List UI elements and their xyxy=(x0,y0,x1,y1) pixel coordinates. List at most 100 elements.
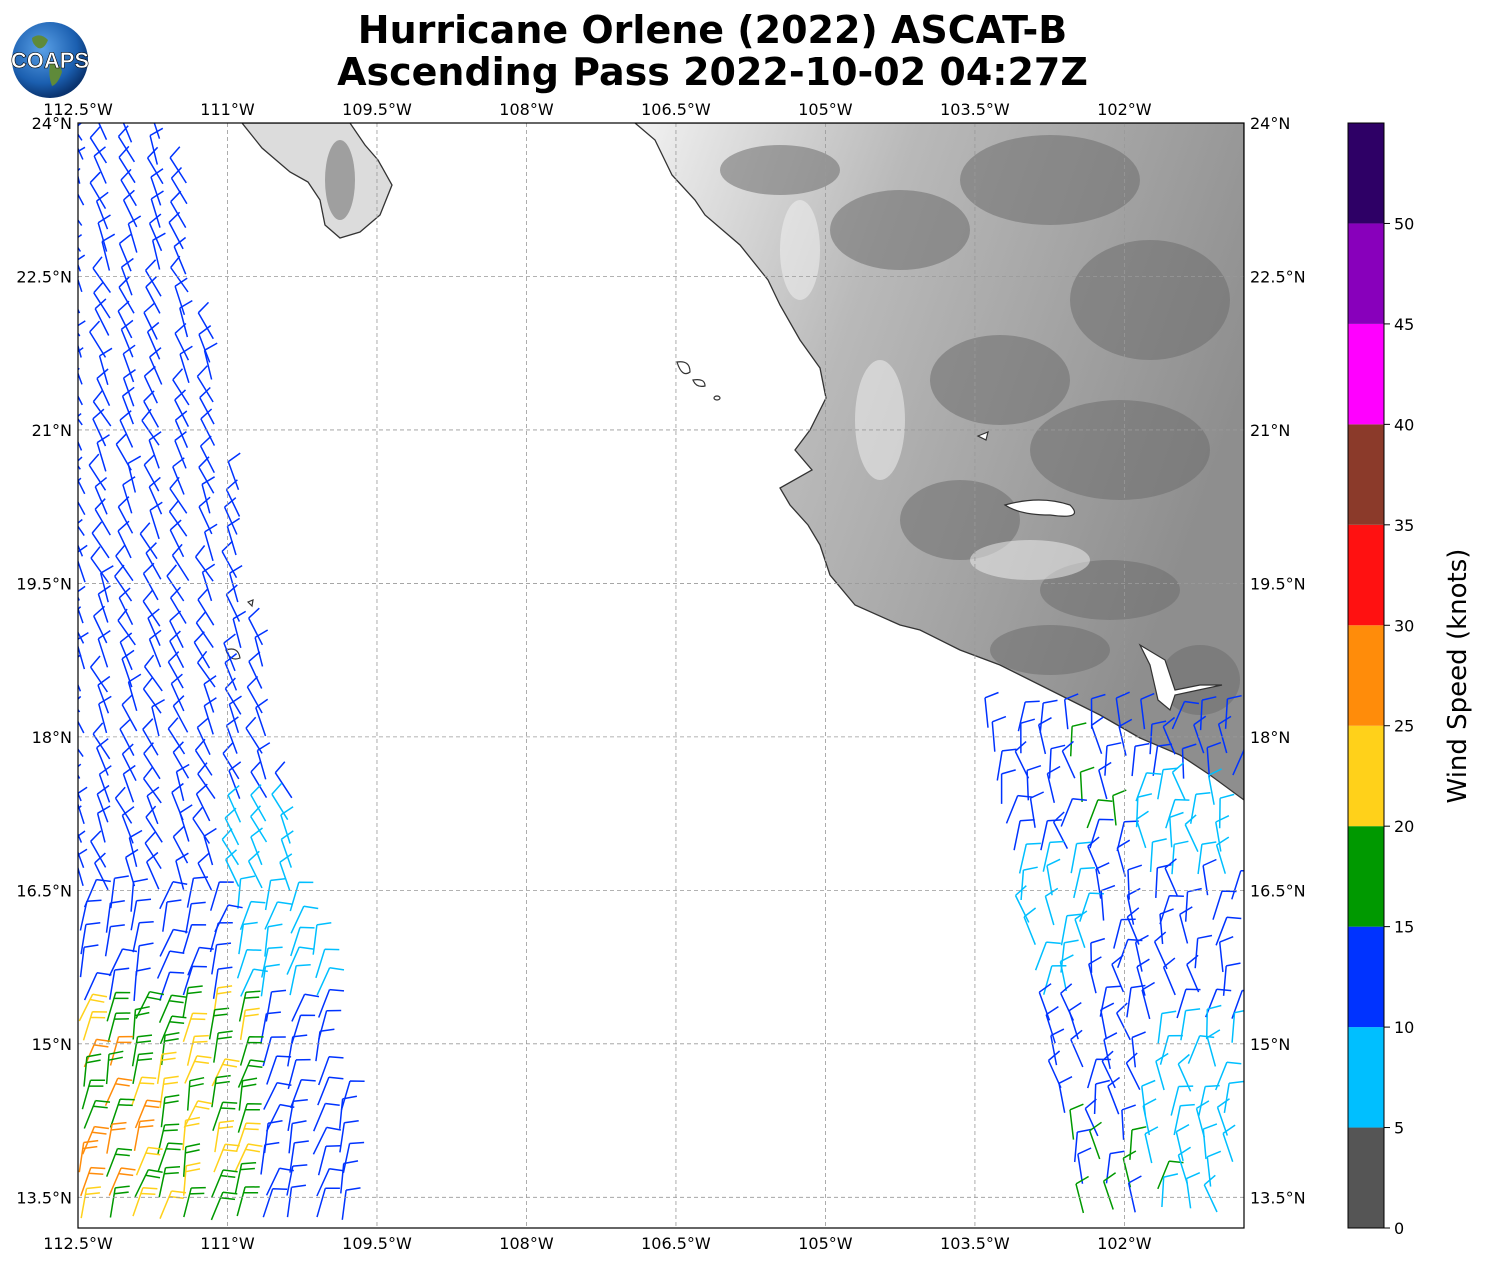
wind-barb xyxy=(94,298,110,336)
wind-barb xyxy=(98,347,113,386)
wind-barb xyxy=(94,852,109,891)
wind-barb xyxy=(1231,869,1244,900)
wind-barb xyxy=(174,322,190,361)
wind-barb xyxy=(195,611,214,649)
wind-barb xyxy=(124,848,139,887)
wind-barb xyxy=(203,523,218,562)
lon-tick-label: 109.5°W xyxy=(342,1234,412,1253)
wind-barb xyxy=(187,946,214,976)
wind-barb xyxy=(172,457,185,495)
wind-barb xyxy=(142,562,159,601)
wind-barb xyxy=(82,1125,109,1155)
wind-barb xyxy=(186,1076,205,1111)
wind-barb xyxy=(96,434,110,472)
wind-barb xyxy=(212,1101,238,1131)
wind-barb xyxy=(78,695,85,734)
lat-tick-label: 16.5°N xyxy=(1250,881,1306,900)
wind-barb xyxy=(159,1015,187,1045)
wind-barb xyxy=(93,281,111,319)
wind-barb xyxy=(1050,1028,1065,1066)
wind-barb xyxy=(171,782,184,821)
wind-barb xyxy=(232,610,247,648)
wind-barb xyxy=(1020,866,1038,901)
wind-barb xyxy=(130,898,152,931)
wind-barb xyxy=(183,1186,206,1218)
wind-barb xyxy=(228,695,242,734)
wind-barb xyxy=(120,319,134,358)
wind-barb xyxy=(109,967,130,1000)
wind-barb xyxy=(1218,936,1234,973)
wind-barb xyxy=(261,946,283,978)
wind-barb xyxy=(134,1099,162,1129)
wind-barb xyxy=(214,904,243,933)
wind-barb xyxy=(211,1058,240,1087)
wind-barb xyxy=(1206,1150,1222,1187)
colorbar-bin xyxy=(1348,123,1384,224)
wind-barb xyxy=(1140,692,1155,730)
lon-tick-label: 105°W xyxy=(798,100,853,119)
wind-barb xyxy=(128,829,143,867)
wind-barb xyxy=(98,695,112,734)
wind-barb xyxy=(264,878,286,911)
colorbar-tick-label: 40 xyxy=(1394,415,1414,434)
wind-barb xyxy=(172,368,190,406)
wind-barb xyxy=(78,133,83,141)
wind-barb xyxy=(109,1098,135,1128)
island xyxy=(692,379,706,387)
wind-barb xyxy=(312,1126,342,1155)
colorbar-tick-label: 0 xyxy=(1394,1219,1404,1238)
wind-barb xyxy=(117,496,134,534)
lat-ticks-right: 24°N 22.5°N 21°N 19.5°N 18°N 16.5°N 15°N 13.5°N xyxy=(1250,114,1306,1207)
wind-barb xyxy=(312,921,332,955)
lon-ticks-bottom: 112.5°W 111°W 109.5°W 108°W 106.5°W 105°W 103.… xyxy=(43,1234,1152,1253)
wind-barb xyxy=(182,965,207,996)
wind-barb xyxy=(89,126,108,164)
wind-barb xyxy=(1205,1004,1222,1040)
wind-barb xyxy=(1170,1085,1194,1116)
wind-barb xyxy=(1023,907,1037,945)
wind-barb xyxy=(255,698,269,737)
wind-barb xyxy=(260,1011,281,1044)
lat-tick-label: 13.5°N xyxy=(16,1188,72,1207)
wind-barb xyxy=(147,608,161,646)
wind-barb xyxy=(96,784,110,823)
wind-barb xyxy=(101,233,116,271)
wind-barb xyxy=(1134,934,1149,972)
wind-barb xyxy=(80,1166,106,1197)
wind-barb xyxy=(1088,1121,1102,1160)
wind-barb xyxy=(144,259,162,297)
wind-barb xyxy=(159,928,188,957)
wind-barb xyxy=(266,1055,292,1085)
wind-barb xyxy=(159,881,188,910)
wind-barb xyxy=(197,301,214,340)
wind-barb xyxy=(157,1142,183,1172)
wind-barb xyxy=(287,1058,311,1090)
logo-text: COAPS xyxy=(11,48,89,73)
wind-barb xyxy=(1193,715,1207,754)
lat-tick-label: 21°N xyxy=(1250,421,1290,440)
wind-barb xyxy=(78,233,83,272)
wind-barb xyxy=(289,1140,309,1173)
wind-barb xyxy=(134,1169,163,1198)
wind-barb xyxy=(1185,1172,1201,1209)
wind-barb xyxy=(1111,954,1125,993)
wind-barb xyxy=(237,875,256,909)
wind-barb xyxy=(159,1075,179,1109)
wind-barb xyxy=(186,1034,209,1066)
wind-barb xyxy=(274,761,293,799)
wind-barb xyxy=(145,276,161,314)
wind-barb xyxy=(119,718,135,756)
wind-barb xyxy=(142,676,162,714)
wind-barb xyxy=(291,993,320,1022)
wind-barb xyxy=(1084,1098,1099,1137)
wind-barb xyxy=(78,167,85,206)
wind-barb xyxy=(89,171,107,209)
wind-barb xyxy=(78,786,88,825)
wind-barb xyxy=(342,1141,365,1173)
wind-barb xyxy=(1157,767,1178,800)
colorbar: 0 5 10 15 20 25 30 35 40 45 50 xyxy=(1347,122,1414,1238)
wind-barb xyxy=(1090,716,1104,754)
wind-barb xyxy=(143,454,160,492)
wind-barb xyxy=(1199,696,1217,731)
